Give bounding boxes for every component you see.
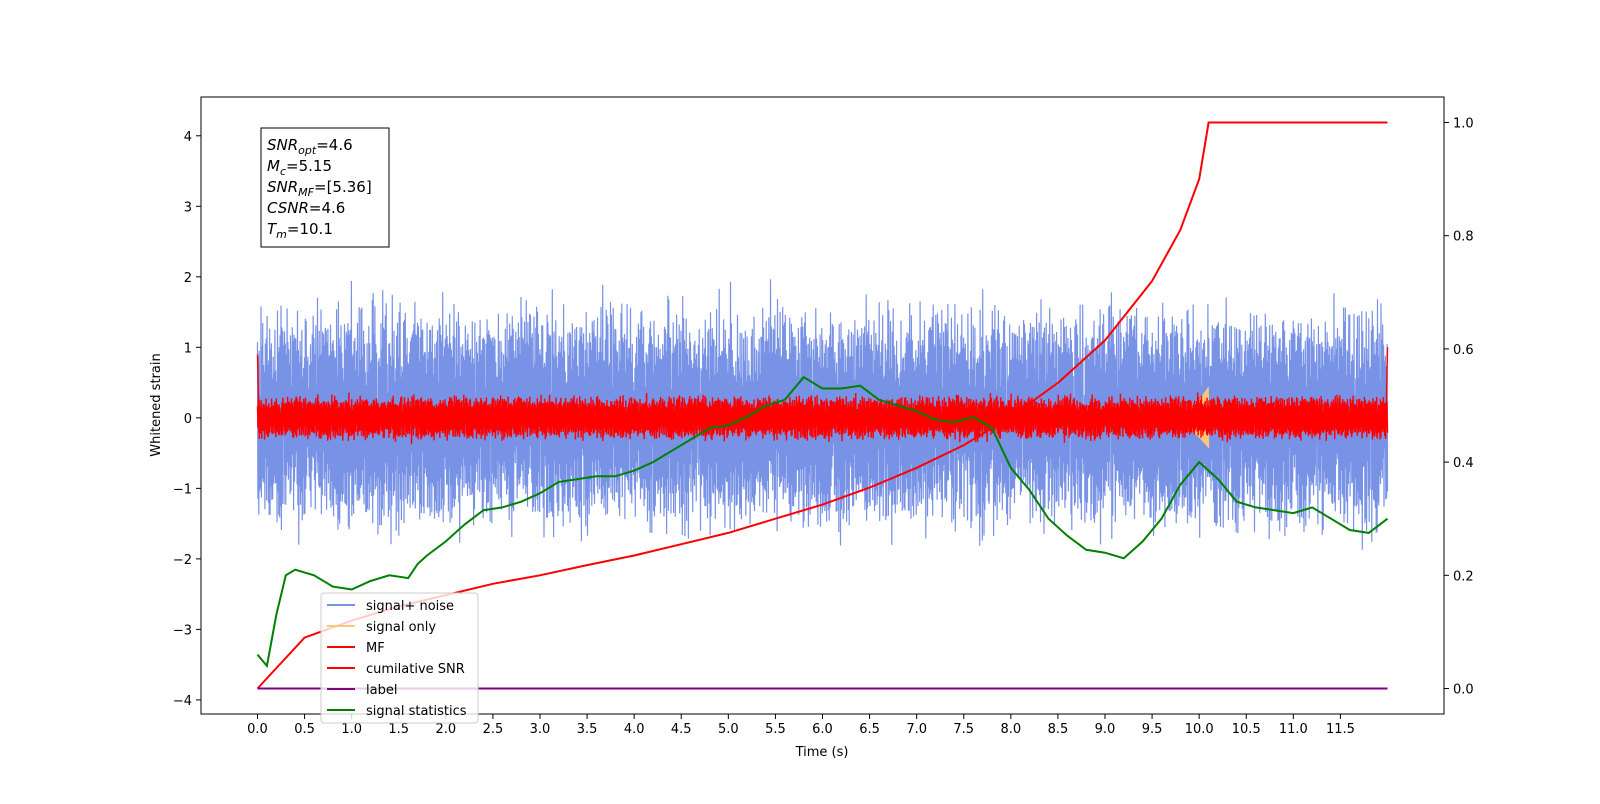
x-tick-label: 3.0: [530, 722, 551, 737]
x-tick-label: 1.5: [388, 722, 409, 737]
legend: signal+ noise signal only MF cumilative SNR…: [320, 592, 479, 724]
x-tick-label: 7.5: [953, 722, 974, 737]
y-tick-label: −3: [173, 623, 192, 638]
x-tick-label: 0.0: [247, 722, 268, 737]
y-tick-label: 3: [184, 200, 192, 215]
x-tick-label: 2.5: [483, 722, 504, 737]
x-tick-label: 4.5: [671, 722, 692, 737]
x-tick-label: 4.0: [624, 722, 645, 737]
y-tick-label: −1: [173, 482, 192, 497]
x-tick-label: 5.0: [718, 722, 739, 737]
y-axis-right: 0.0 0.2 0.4 0.6 0.8 1.0: [1444, 116, 1474, 698]
x-tick-label: 10.5: [1232, 722, 1261, 737]
y-tick-label: 2: [184, 271, 192, 286]
y2-tick-label: 1.0: [1453, 116, 1474, 131]
x-tick-label: 6.5: [859, 722, 880, 737]
x-tick-label: 9.5: [1142, 722, 1163, 737]
legend-label: signal+ noise: [366, 599, 454, 614]
x-tick-label: 8.5: [1048, 722, 1069, 737]
legend-label: label: [366, 683, 397, 698]
x-tick-label: 0.5: [294, 722, 315, 737]
annotation-line: SNRopt=4.6: [267, 136, 353, 157]
y-tick-label: −4: [173, 694, 192, 709]
y2-tick-label: 0.6: [1453, 343, 1474, 358]
annotation-frame: [260, 127, 390, 248]
annotation-line: Tm=10.1: [267, 220, 333, 241]
legend-frame: [320, 592, 479, 724]
series-mf-line: [256, 392, 1389, 445]
x-tick-label: 7.0: [906, 722, 927, 737]
y2-tick-label: 0.8: [1453, 230, 1474, 245]
y-tick-label: 4: [184, 130, 192, 145]
y2-tick-label: 0.4: [1453, 456, 1474, 471]
y2-tick-label: 0.0: [1453, 683, 1474, 698]
x-tick-label: 3.5: [577, 722, 598, 737]
annotation-line: CSNR=4.6: [267, 199, 345, 217]
y-tick-label: 1: [184, 341, 192, 356]
annotation-line: SNRMF=[5.36]: [267, 178, 372, 199]
x-tick-label: 11.5: [1326, 722, 1355, 737]
legend-label: signal statistics: [366, 704, 467, 719]
x-axis-label: Time (s): [795, 745, 849, 760]
x-tick-label: 8.0: [1000, 722, 1021, 737]
x-tick-label: 2.0: [435, 722, 456, 737]
x-tick-label: 9.0: [1095, 722, 1116, 737]
x-tick-label: 10.0: [1185, 722, 1214, 737]
y-axis-left: −4 −3 −2 −1 0 1 2 3 4: [173, 130, 201, 709]
x-tick-label: 11.0: [1279, 722, 1308, 737]
legend-label: signal only: [366, 620, 436, 635]
legend-label: cumilative SNR: [366, 662, 465, 677]
x-tick-label: 5.5: [765, 722, 786, 737]
y-tick-label: −2: [173, 553, 192, 568]
x-tick-label: 6.0: [812, 722, 833, 737]
annotation-line: Mc=5.15: [267, 157, 332, 178]
x-tick-label: 1.0: [341, 722, 362, 737]
x-axis: 0.0 0.5 1.0 1.5 2.0 2.5 3.0 3.5 4.0 4.5 5.0 5.5 6.0 6…: [247, 714, 1355, 737]
legend-label: MF: [366, 641, 385, 656]
series-signal-statistics-line: [256, 375, 1389, 669]
series-mf-edge-start: [256, 354, 261, 440]
y-axis-label: Whitened strain: [149, 353, 164, 456]
series-mf-edge-end: [1384, 347, 1389, 440]
y-tick-label: 0: [184, 412, 192, 427]
y2-tick-label: 0.2: [1453, 569, 1474, 584]
